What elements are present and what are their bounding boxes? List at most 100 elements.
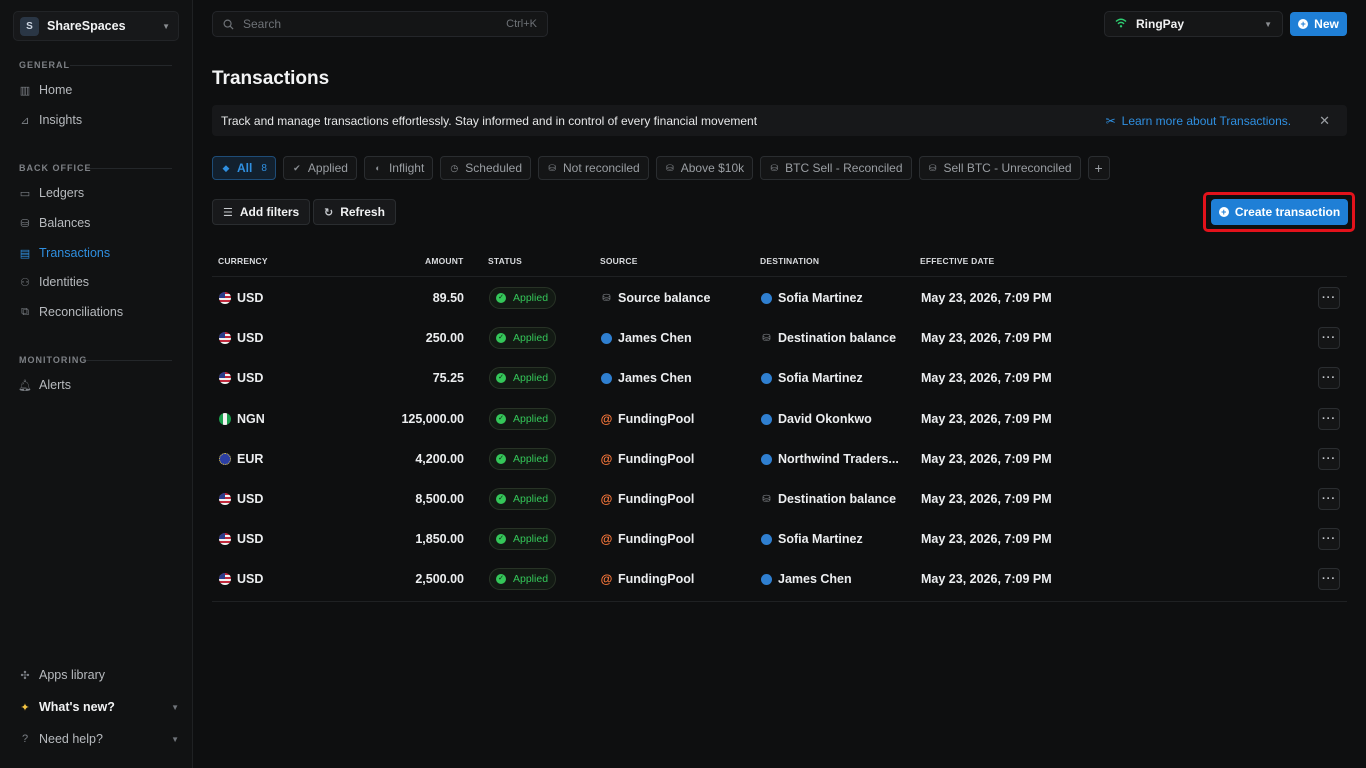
more-options-button[interactable]: ··· bbox=[1318, 327, 1340, 349]
source-name: FundingPool bbox=[618, 492, 695, 506]
cell-amount: 2,500.00 bbox=[415, 572, 464, 586]
flag-icon bbox=[219, 413, 231, 425]
new-button[interactable]: + New bbox=[1290, 12, 1347, 36]
status-badge: ✓ Applied bbox=[489, 408, 557, 430]
person-icon bbox=[601, 372, 612, 384]
at-icon: @ bbox=[600, 572, 613, 586]
source-name: FundingPool bbox=[618, 532, 695, 546]
tab-label: Sell BTC - Unreconciled bbox=[943, 161, 1072, 175]
check-icon: ✓ bbox=[496, 574, 506, 584]
tab-label: Applied bbox=[307, 161, 348, 175]
table-row[interactable]: USD 250.00 ✓ Applied James Chen ⛁ Destination … bbox=[212, 318, 1347, 358]
table-row[interactable]: USD 1,850.00 ✓ Applied @ FundingPool Sofia Mar… bbox=[212, 519, 1347, 559]
create-transaction-button[interactable]: + Create transaction bbox=[1211, 199, 1348, 225]
currency-code: NGN bbox=[237, 412, 265, 426]
cube-icon: ◆ bbox=[222, 162, 230, 173]
sidebar-item-label: Insights bbox=[39, 113, 83, 127]
check-icon: ✓ bbox=[496, 534, 506, 544]
cell-status: ✓ Applied bbox=[489, 479, 557, 519]
tab-count-badge: 8 bbox=[261, 162, 267, 174]
cell-source: @ FundingPool bbox=[600, 559, 695, 599]
table-row[interactable]: USD 2,500.00 ✓ Applied @ FundingPool James Che… bbox=[212, 559, 1347, 599]
cell-effective-date: May 23, 2026, 7:09 PM bbox=[921, 331, 1052, 345]
table-row[interactable]: USD 89.50 ✓ Applied ⛁ Source balance Sofia Mar… bbox=[212, 278, 1347, 318]
cell-status: ✓ Applied bbox=[489, 519, 557, 559]
search-shortcut: Ctrl+K bbox=[506, 18, 537, 30]
cell-currency: USD bbox=[219, 278, 263, 318]
users-icon: ⚇ bbox=[20, 276, 30, 289]
cell-source: @ FundingPool bbox=[601, 399, 695, 439]
cell-currency: USD bbox=[219, 358, 263, 398]
workspace-name: ShareSpaces bbox=[47, 19, 126, 33]
table-row[interactable]: NGN 125,000.00 ✓ Applied @ FundingPool David O… bbox=[212, 399, 1347, 439]
source-name: Source balance bbox=[618, 291, 711, 305]
more-options-button[interactable]: ··· bbox=[1318, 568, 1340, 590]
check-circle-icon: ✔ bbox=[293, 162, 301, 173]
cell-amount: 1,850.00 bbox=[415, 532, 464, 546]
workspace-switcher[interactable]: S ShareSpaces ▼ bbox=[13, 11, 179, 41]
tab-inflight[interactable]: ◐ Inflight bbox=[363, 156, 434, 180]
tab-not-reconciled[interactable]: ⛁ Not reconciled bbox=[538, 156, 649, 180]
sidebar-item-reconciliations[interactable]: ⧉ Reconciliations bbox=[19, 302, 179, 322]
filter-icon: ☰ bbox=[223, 206, 233, 219]
more-options-button[interactable]: ··· bbox=[1318, 367, 1340, 389]
more-options-button[interactable]: ··· bbox=[1318, 448, 1340, 470]
tab-above-10k[interactable]: ⛁ Above $10k bbox=[655, 156, 754, 180]
search-input[interactable]: Search Ctrl+K bbox=[212, 11, 548, 37]
status-label: Applied bbox=[513, 493, 549, 505]
sidebar-item-identities[interactable]: ⚇ Identities bbox=[19, 272, 179, 292]
sidebar-item-balances[interactable]: ⛁ Balances bbox=[19, 213, 179, 233]
coins-icon: ⛁ bbox=[928, 162, 937, 173]
highlight-box bbox=[1203, 192, 1355, 232]
status-label: Applied bbox=[513, 413, 549, 425]
sidebar-item-ledgers[interactable]: ▭ Ledgers bbox=[19, 183, 179, 203]
learn-more-link[interactable]: ✂ Learn more about Transactions. bbox=[1106, 114, 1292, 128]
cell-amount: 4,200.00 bbox=[415, 452, 464, 466]
tab-scheduled[interactable]: ◷ Scheduled bbox=[440, 156, 532, 180]
cell-effective-date: May 23, 2026, 7:09 PM bbox=[921, 532, 1052, 546]
org-switcher[interactable]: RingPay ▼ bbox=[1104, 11, 1283, 37]
table-row[interactable]: USD 8,500.00 ✓ Applied @ FundingPool ⛁ Destinat… bbox=[212, 479, 1347, 519]
chevron-down-icon: ▼ bbox=[171, 702, 179, 712]
currency-code: USD bbox=[237, 492, 264, 506]
folder-icon: ▭ bbox=[19, 187, 31, 200]
source-name: FundingPool bbox=[618, 572, 695, 586]
tab-sell-btc-unreconciled[interactable]: ⛁ Sell BTC - Unreconciled bbox=[918, 156, 1081, 180]
refresh-button[interactable]: ↻ Refresh bbox=[313, 199, 396, 225]
sidebar-item-whats-new[interactable]: ✦ What's new? ▼ bbox=[19, 697, 179, 717]
cell-destination: James Chen bbox=[761, 559, 852, 599]
tab-btc-sell-reconciled[interactable]: ⛁ BTC Sell - Reconciled bbox=[760, 156, 912, 180]
add-tab-button[interactable]: + bbox=[1087, 156, 1110, 180]
tab-applied[interactable]: ✔ Applied bbox=[282, 156, 357, 180]
cell-destination: ⛁ Destination balance bbox=[761, 479, 896, 519]
status-badge: ✓ Applied bbox=[489, 568, 557, 590]
more-options-button[interactable]: ··· bbox=[1318, 287, 1340, 309]
learn-more-label: Learn more about Transactions. bbox=[1121, 113, 1292, 128]
table-row[interactable]: USD 75.25 ✓ Applied James Chen Sofia Martinez… bbox=[212, 358, 1347, 398]
more-options-button[interactable]: ··· bbox=[1318, 408, 1340, 430]
check-icon: ✓ bbox=[496, 333, 506, 343]
more-options-button[interactable]: ··· bbox=[1318, 488, 1340, 510]
cell-destination: Sofia Martinez bbox=[761, 519, 863, 559]
divider bbox=[212, 601, 1347, 602]
help-icon: ? bbox=[21, 733, 29, 745]
sidebar-item-transactions[interactable]: ▤ Transactions bbox=[19, 243, 179, 263]
currency-code: USD bbox=[237, 371, 264, 385]
table-row[interactable]: EUR 4,200.00 ✓ Applied @ FundingPool Northwind… bbox=[212, 439, 1347, 479]
search-icon bbox=[223, 19, 234, 30]
sidebar-item-label: Transactions bbox=[39, 246, 111, 260]
cell-destination: ⛁ Destination balance bbox=[761, 318, 896, 358]
sidebar-item-alerts[interactable]: 🔔︎ Alerts bbox=[18, 375, 179, 395]
close-icon[interactable]: ✕ bbox=[1319, 112, 1330, 128]
sidebar-item-insights[interactable]: ⊿ Insights bbox=[19, 110, 179, 130]
sidebar-item-home[interactable]: ▥ Home bbox=[19, 80, 179, 100]
sidebar-item-need-help[interactable]: ? Need help? ▼ bbox=[19, 729, 179, 749]
sparkle-icon: ✦ bbox=[20, 701, 30, 714]
add-filters-button[interactable]: ☰ Add filters bbox=[212, 199, 311, 225]
more-options-button[interactable]: ··· bbox=[1318, 528, 1340, 550]
sidebar-item-apps-library[interactable]: ✣ Apps library bbox=[19, 665, 179, 685]
tab-all[interactable]: ◆ All 8 bbox=[212, 156, 276, 180]
col-source: SOURCE bbox=[600, 256, 638, 266]
balance-icon: ⛁ bbox=[602, 292, 611, 304]
status-label: Applied bbox=[513, 292, 549, 304]
